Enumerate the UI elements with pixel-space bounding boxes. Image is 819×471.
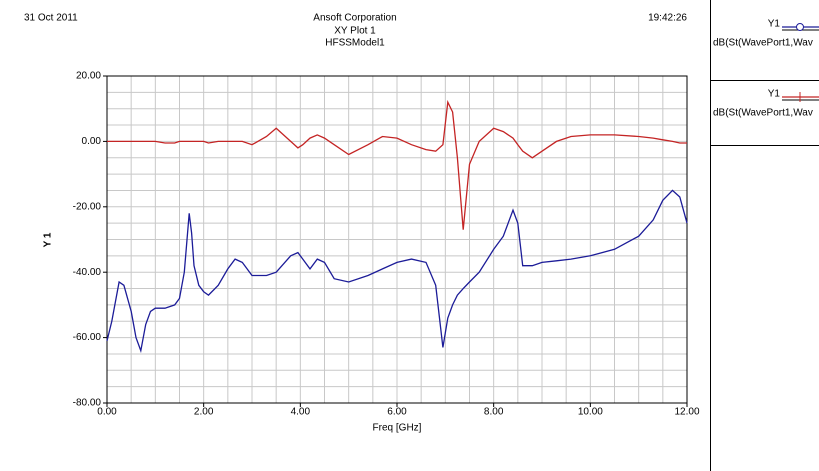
time: 19:42:26 <box>648 13 687 24</box>
data-line <box>106 189 688 354</box>
legend: Y1 dB(St(WavePort1,Wav Y1 dB(St(WavePort1,W… <box>713 19 819 119</box>
x-tick-label: 6.00 <box>387 407 407 418</box>
y-tick-label: 0.00 <box>82 136 102 147</box>
x-axis-label: Freq [GHz] <box>373 423 422 434</box>
y-tick-label: -60.00 <box>73 332 102 343</box>
x-tick-label: 2.00 <box>194 407 214 418</box>
x-tick-label: 12.00 <box>674 407 699 418</box>
legend-group: Y1 <box>768 89 781 100</box>
design-name: HFSSModel1 <box>325 38 385 49</box>
x-tick-label: 10.00 <box>578 407 603 418</box>
y-tick-label: -80.00 <box>73 398 102 409</box>
company: Ansoft Corporation <box>313 13 396 24</box>
legend-label: dB(St(WavePort1,Wav <box>713 38 813 49</box>
legend-group: Y1 <box>768 19 781 30</box>
y-axis-label: Y 1 <box>43 232 54 247</box>
x-tick-label: 4.00 <box>291 407 311 418</box>
y-tick-label: -40.00 <box>73 267 102 278</box>
x-tick-label: 8.00 <box>484 407 504 418</box>
date: 31 Oct 2011 <box>24 13 78 24</box>
y-tick-label: 20.00 <box>76 71 101 82</box>
x-tick-label: 0.00 <box>97 407 117 418</box>
data-line <box>107 99 687 230</box>
y-tick-label: -20.00 <box>73 201 102 212</box>
legend-label: dB(St(WavePort1,Wav <box>713 108 813 119</box>
legend-marker <box>796 23 804 31</box>
plot-title: XY Plot 1 <box>334 26 376 37</box>
plot-frame <box>106 75 688 404</box>
